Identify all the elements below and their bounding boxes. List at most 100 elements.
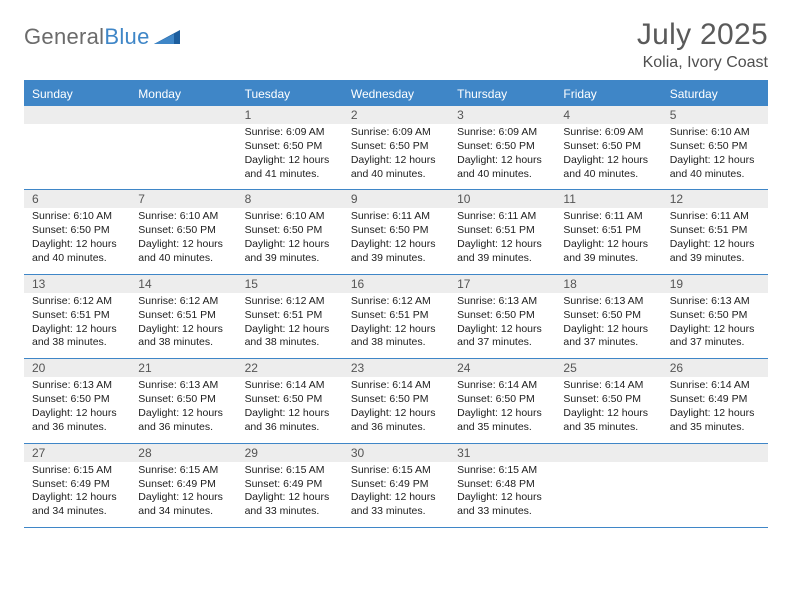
daylight-text: Daylight: 12 hours and 39 minutes. (563, 238, 653, 266)
day-content: Sunrise: 6:14 AMSunset: 6:50 PMDaylight:… (343, 377, 449, 442)
day-content: Sunrise: 6:15 AMSunset: 6:49 PMDaylight:… (130, 462, 236, 527)
sunset-text: Sunset: 6:50 PM (457, 140, 547, 154)
sunset-text: Sunset: 6:50 PM (245, 393, 335, 407)
day-number: 10 (449, 190, 555, 208)
calendar-week-row: 13Sunrise: 6:12 AMSunset: 6:51 PMDayligh… (24, 274, 768, 358)
daylight-text: Daylight: 12 hours and 37 minutes. (670, 323, 760, 351)
daylight-text: Daylight: 12 hours and 37 minutes. (457, 323, 547, 351)
sunset-text: Sunset: 6:50 PM (670, 140, 760, 154)
sunset-text: Sunset: 6:50 PM (457, 309, 547, 323)
day-content: Sunrise: 6:13 AMSunset: 6:50 PMDaylight:… (24, 377, 130, 442)
sunset-text: Sunset: 6:51 PM (457, 224, 547, 238)
calendar-day-cell: 15Sunrise: 6:12 AMSunset: 6:51 PMDayligh… (237, 274, 343, 358)
day-content: Sunrise: 6:13 AMSunset: 6:50 PMDaylight:… (662, 293, 768, 358)
daylight-text: Daylight: 12 hours and 35 minutes. (670, 407, 760, 435)
day-number (662, 444, 768, 462)
day-number: 4 (555, 106, 661, 124)
calendar-day-cell (662, 443, 768, 527)
sunrise-text: Sunrise: 6:14 AM (457, 379, 547, 393)
daylight-text: Daylight: 12 hours and 36 minutes. (351, 407, 441, 435)
calendar-week-row: 6Sunrise: 6:10 AMSunset: 6:50 PMDaylight… (24, 190, 768, 274)
day-content: Sunrise: 6:11 AMSunset: 6:50 PMDaylight:… (343, 208, 449, 273)
day-number: 15 (237, 275, 343, 293)
daylight-text: Daylight: 12 hours and 35 minutes. (563, 407, 653, 435)
day-content: Sunrise: 6:13 AMSunset: 6:50 PMDaylight:… (449, 293, 555, 358)
calendar-day-cell: 29Sunrise: 6:15 AMSunset: 6:49 PMDayligh… (237, 443, 343, 527)
day-content: Sunrise: 6:14 AMSunset: 6:50 PMDaylight:… (237, 377, 343, 442)
daylight-text: Daylight: 12 hours and 39 minutes. (670, 238, 760, 266)
calendar-day-cell: 24Sunrise: 6:14 AMSunset: 6:50 PMDayligh… (449, 359, 555, 443)
calendar-day-cell: 13Sunrise: 6:12 AMSunset: 6:51 PMDayligh… (24, 274, 130, 358)
day-content: Sunrise: 6:11 AMSunset: 6:51 PMDaylight:… (555, 208, 661, 273)
daylight-text: Daylight: 12 hours and 34 minutes. (138, 491, 228, 519)
day-number: 12 (662, 190, 768, 208)
sunrise-text: Sunrise: 6:14 AM (351, 379, 441, 393)
day-content (24, 124, 130, 189)
title-block: July 2025 Kolia, Ivory Coast (637, 18, 768, 72)
calendar-day-cell: 20Sunrise: 6:13 AMSunset: 6:50 PMDayligh… (24, 359, 130, 443)
calendar-body: 1Sunrise: 6:09 AMSunset: 6:50 PMDaylight… (24, 106, 768, 528)
page-header: GeneralBlue July 2025 Kolia, Ivory Coast (24, 18, 768, 72)
sunrise-text: Sunrise: 6:10 AM (32, 210, 122, 224)
daylight-text: Daylight: 12 hours and 38 minutes. (245, 323, 335, 351)
sunrise-text: Sunrise: 6:15 AM (32, 464, 122, 478)
sunrise-text: Sunrise: 6:12 AM (351, 295, 441, 309)
sunrise-text: Sunrise: 6:10 AM (670, 126, 760, 140)
weekday-header: Sunday (24, 82, 130, 106)
day-content: Sunrise: 6:15 AMSunset: 6:49 PMDaylight:… (343, 462, 449, 527)
day-content: Sunrise: 6:14 AMSunset: 6:49 PMDaylight:… (662, 377, 768, 442)
day-number: 23 (343, 359, 449, 377)
day-number: 6 (24, 190, 130, 208)
calendar-week-row: 20Sunrise: 6:13 AMSunset: 6:50 PMDayligh… (24, 359, 768, 443)
sunrise-text: Sunrise: 6:09 AM (351, 126, 441, 140)
day-number: 7 (130, 190, 236, 208)
brand-logo: GeneralBlue (24, 24, 180, 50)
sunrise-text: Sunrise: 6:13 AM (670, 295, 760, 309)
day-content: Sunrise: 6:12 AMSunset: 6:51 PMDaylight:… (343, 293, 449, 358)
daylight-text: Daylight: 12 hours and 39 minutes. (457, 238, 547, 266)
sunset-text: Sunset: 6:50 PM (563, 140, 653, 154)
calendar-day-cell: 9Sunrise: 6:11 AMSunset: 6:50 PMDaylight… (343, 190, 449, 274)
calendar-day-cell: 3Sunrise: 6:09 AMSunset: 6:50 PMDaylight… (449, 106, 555, 190)
daylight-text: Daylight: 12 hours and 40 minutes. (351, 154, 441, 182)
calendar-day-cell (130, 106, 236, 190)
calendar-day-cell: 16Sunrise: 6:12 AMSunset: 6:51 PMDayligh… (343, 274, 449, 358)
sunset-text: Sunset: 6:49 PM (245, 478, 335, 492)
sunrise-text: Sunrise: 6:09 AM (563, 126, 653, 140)
sunrise-text: Sunrise: 6:15 AM (138, 464, 228, 478)
weekday-header: Tuesday (237, 82, 343, 106)
sunset-text: Sunset: 6:50 PM (670, 309, 760, 323)
sunrise-text: Sunrise: 6:14 AM (245, 379, 335, 393)
day-number: 2 (343, 106, 449, 124)
calendar-day-cell: 27Sunrise: 6:15 AMSunset: 6:49 PMDayligh… (24, 443, 130, 527)
sunset-text: Sunset: 6:50 PM (563, 393, 653, 407)
weekday-header: Friday (555, 82, 661, 106)
calendar-day-cell: 25Sunrise: 6:14 AMSunset: 6:50 PMDayligh… (555, 359, 661, 443)
calendar-day-cell: 4Sunrise: 6:09 AMSunset: 6:50 PMDaylight… (555, 106, 661, 190)
day-number: 5 (662, 106, 768, 124)
daylight-text: Daylight: 12 hours and 39 minutes. (351, 238, 441, 266)
calendar-day-cell: 2Sunrise: 6:09 AMSunset: 6:50 PMDaylight… (343, 106, 449, 190)
sunrise-text: Sunrise: 6:13 AM (138, 379, 228, 393)
calendar-day-cell (555, 443, 661, 527)
daylight-text: Daylight: 12 hours and 38 minutes. (351, 323, 441, 351)
calendar-day-cell: 19Sunrise: 6:13 AMSunset: 6:50 PMDayligh… (662, 274, 768, 358)
sunset-text: Sunset: 6:50 PM (245, 140, 335, 154)
calendar-day-cell: 12Sunrise: 6:11 AMSunset: 6:51 PMDayligh… (662, 190, 768, 274)
daylight-text: Daylight: 12 hours and 36 minutes. (245, 407, 335, 435)
sunrise-text: Sunrise: 6:11 AM (563, 210, 653, 224)
day-number: 8 (237, 190, 343, 208)
sunrise-text: Sunrise: 6:11 AM (457, 210, 547, 224)
sunrise-text: Sunrise: 6:12 AM (245, 295, 335, 309)
day-number: 27 (24, 444, 130, 462)
day-content (662, 462, 768, 527)
sunset-text: Sunset: 6:50 PM (563, 309, 653, 323)
weekday-header: Thursday (449, 82, 555, 106)
sunset-text: Sunset: 6:48 PM (457, 478, 547, 492)
brand-name: GeneralBlue (24, 24, 150, 50)
day-number: 14 (130, 275, 236, 293)
day-number (555, 444, 661, 462)
daylight-text: Daylight: 12 hours and 34 minutes. (32, 491, 122, 519)
sunset-text: Sunset: 6:50 PM (32, 224, 122, 238)
daylight-text: Daylight: 12 hours and 40 minutes. (32, 238, 122, 266)
